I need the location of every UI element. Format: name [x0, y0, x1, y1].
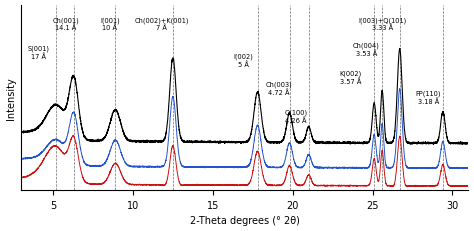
Text: Ch(003)
4.72 Å: Ch(003) 4.72 Å [266, 81, 292, 95]
Text: S(001)
17 Å: S(001) 17 Å [27, 45, 50, 59]
Text: Q(100)
4.26 Å: Q(100) 4.26 Å [284, 109, 308, 124]
Y-axis label: Intensity: Intensity [6, 77, 16, 119]
Text: Ch(004)
3.53 Å: Ch(004) 3.53 Å [353, 43, 380, 57]
Text: I(003)+Q(101)
3.33 Å: I(003)+Q(101) 3.33 Å [358, 17, 406, 31]
Text: K(002)
3.57 Å: K(002) 3.57 Å [339, 71, 361, 85]
Text: I(001)
10 Å: I(001) 10 Å [100, 17, 119, 31]
Text: Ch(001)
14.1 Å: Ch(001) 14.1 Å [53, 17, 79, 31]
Text: Ch(002)+K(001)
7 Å: Ch(002)+K(001) 7 Å [135, 17, 189, 31]
Text: FP(110)
3.18 Å: FP(110) 3.18 Å [416, 90, 441, 104]
X-axis label: 2-Theta degrees (° 2θ): 2-Theta degrees (° 2θ) [190, 216, 300, 225]
Text: I(002)
5 Å: I(002) 5 Å [233, 53, 253, 67]
